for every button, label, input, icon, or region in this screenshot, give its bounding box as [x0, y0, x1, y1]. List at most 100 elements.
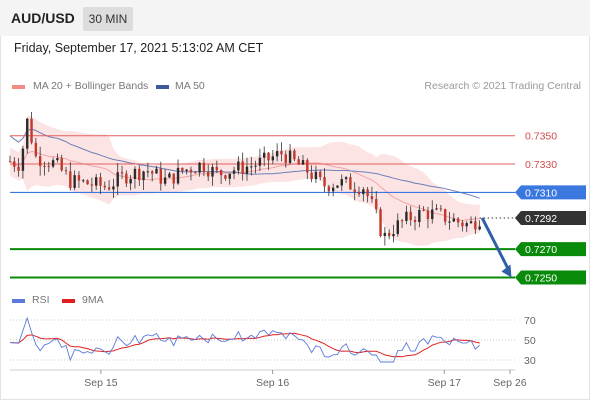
- candle: [357, 186, 361, 197]
- candle: [340, 174, 343, 192]
- candle: [439, 204, 443, 212]
- candle-body: [284, 154, 287, 163]
- candle: [176, 159, 180, 185]
- candle-body: [82, 180, 85, 182]
- rsi-tick-50: 50: [524, 335, 536, 347]
- candle: [90, 177, 94, 193]
- candle: [366, 187, 369, 203]
- price-levels: [10, 135, 515, 279]
- candle-body: [405, 211, 408, 221]
- candle: [189, 166, 193, 181]
- candle: [362, 187, 365, 202]
- candle-body: [456, 218, 460, 223]
- candle-body: [362, 189, 365, 195]
- candle: [94, 173, 98, 190]
- candle-body: [228, 173, 231, 179]
- legend-label-ma50: MA 50: [175, 80, 205, 92]
- candle-body: [155, 168, 158, 174]
- ma50-line: [9, 128, 480, 199]
- candle-body: [422, 209, 425, 211]
- candle-body: [306, 160, 309, 173]
- candle: [379, 207, 382, 238]
- candle: [211, 163, 214, 186]
- candle: [56, 153, 59, 163]
- candle-body: [163, 177, 167, 184]
- legend-label-rsi: RSI: [32, 294, 50, 306]
- candle-body: [215, 166, 219, 171]
- legend-swatch-ma20: [12, 85, 25, 89]
- level-tag-support: [515, 270, 586, 285]
- candle: [245, 157, 249, 181]
- candle: [69, 162, 72, 191]
- candle-body: [469, 221, 473, 224]
- candle: [344, 176, 348, 184]
- timeframe-badge[interactable]: 30 MIN: [83, 7, 133, 31]
- candle-body: [8, 161, 12, 163]
- candle: [448, 211, 451, 230]
- candle-body: [435, 208, 438, 210]
- candle-body: [146, 171, 150, 173]
- candle-body: [426, 210, 430, 220]
- candle: [426, 206, 430, 229]
- candle-body: [172, 173, 175, 184]
- candle: [34, 137, 38, 158]
- candle: [47, 161, 50, 173]
- level-label-resistance: 0.7330: [525, 159, 557, 171]
- candle: [478, 220, 481, 231]
- candle-body: [112, 186, 115, 190]
- legend-label-ma20: MA 20 + Bollinger Bands: [33, 80, 149, 92]
- candle: [13, 156, 16, 172]
- candle: [469, 216, 473, 224]
- candle-body: [297, 159, 300, 165]
- candle-body: [392, 233, 395, 237]
- candle: [275, 143, 279, 162]
- candle: [267, 151, 270, 171]
- candle: [150, 170, 154, 182]
- candle-body: [129, 178, 132, 184]
- candle: [194, 170, 197, 174]
- candle: [86, 179, 89, 185]
- candle-body: [314, 171, 318, 180]
- candle-body: [103, 185, 106, 188]
- level-tag-current: [515, 210, 586, 225]
- candle: [392, 224, 395, 243]
- candle: [17, 158, 20, 177]
- candle: [202, 158, 206, 177]
- candle-body: [21, 148, 25, 171]
- candle-body: [142, 171, 145, 181]
- candle-body: [159, 168, 163, 184]
- level-label-resistance: 0.7350: [525, 131, 557, 143]
- candle-body: [474, 221, 477, 230]
- candle: [370, 186, 374, 203]
- candle-body: [258, 157, 262, 166]
- candle: [241, 152, 244, 181]
- candle-body: [409, 211, 412, 221]
- candle: [228, 173, 231, 185]
- candle-body: [107, 187, 111, 190]
- candle: [207, 164, 210, 182]
- candle-body: [271, 156, 275, 161]
- legend-label-9ma: 9MA: [82, 294, 104, 306]
- copyright-text: Research © 2021 Trading Central: [424, 80, 581, 92]
- candle-body: [366, 189, 369, 197]
- candle: [168, 171, 171, 178]
- candle: [431, 200, 434, 224]
- candle: [215, 160, 219, 173]
- candle: [349, 173, 352, 190]
- candle-body: [185, 169, 188, 172]
- candle-body: [293, 150, 296, 160]
- candle-body: [245, 166, 249, 174]
- candle: [99, 172, 102, 195]
- candle: [405, 205, 408, 225]
- candle-body: [232, 170, 236, 174]
- candle-body: [194, 172, 197, 174]
- candle: [280, 142, 283, 162]
- candle-body: [336, 185, 339, 188]
- candle-body: [310, 172, 313, 180]
- rsi-tick-30: 30: [524, 355, 536, 367]
- price-level-labels: 0.7350 0.7330 0.7310 0.7292 0.7270 0.7250: [515, 131, 586, 285]
- candle: [375, 191, 378, 214]
- candle: [465, 220, 468, 233]
- candle-body: [64, 170, 68, 172]
